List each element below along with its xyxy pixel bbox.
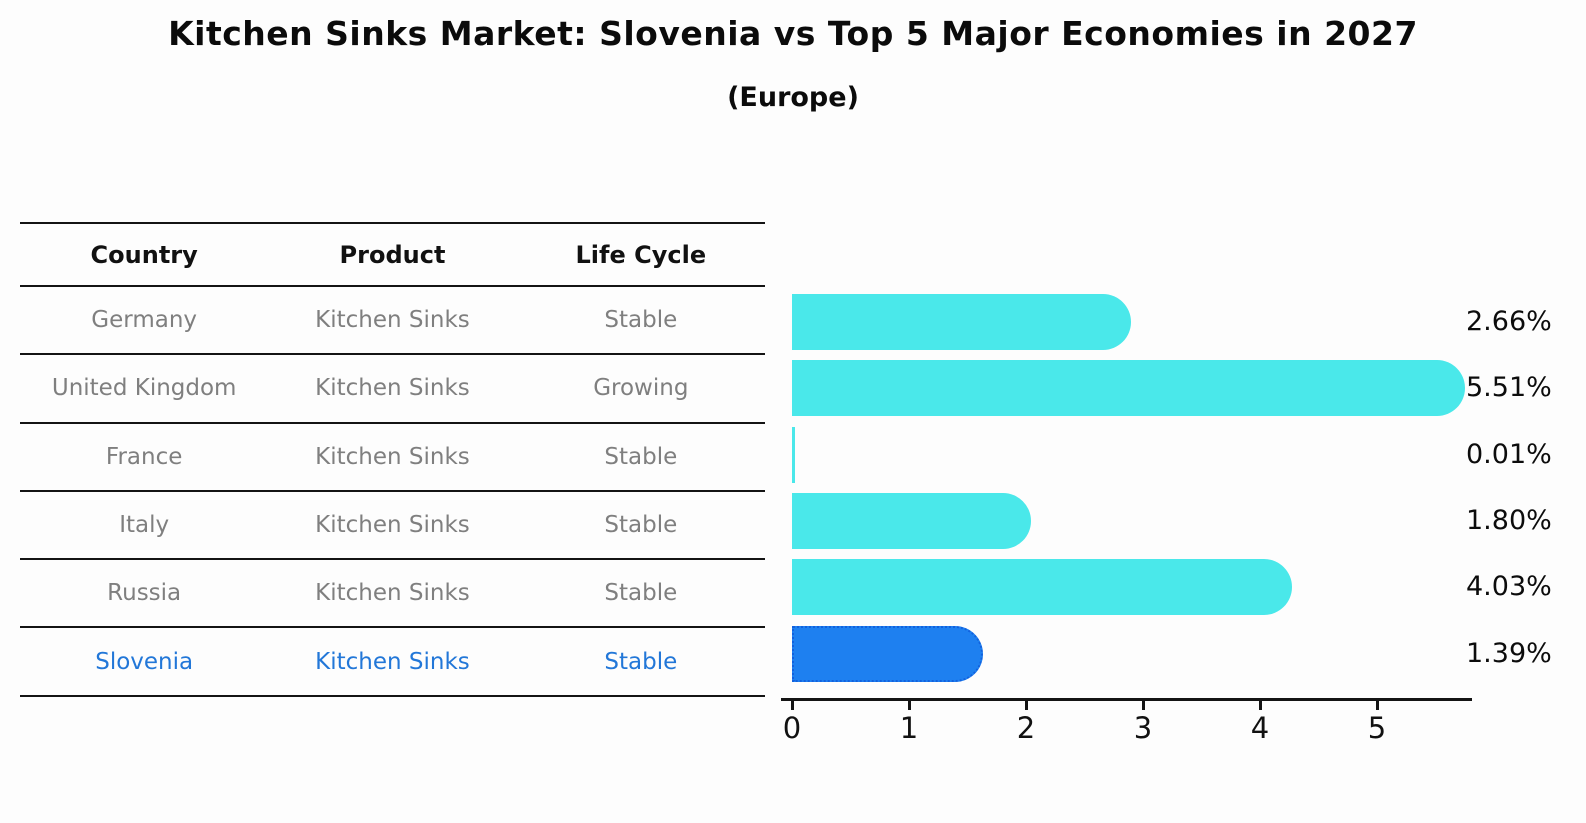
- x-axis-tick: [1025, 701, 1028, 710]
- bar: [792, 559, 1292, 616]
- bar-value-label: 2.66%: [1466, 306, 1552, 337]
- table-row: France Kitchen Sinks Stable: [20, 424, 765, 492]
- x-axis-tick: [1259, 701, 1262, 710]
- bar-value-label: 1.80%: [1466, 504, 1552, 536]
- bar: [792, 426, 795, 483]
- table-cell-product: Kitchen Sinks: [315, 648, 470, 675]
- table-row: Russia Kitchen Sinks Stable: [20, 560, 765, 629]
- chart-title: Kitchen Sinks Market: Slovenia vs Top 5 …: [168, 14, 1418, 53]
- x-axis-tick: [1376, 701, 1379, 710]
- table-cell-country: France: [105, 443, 183, 470]
- table-cell-country: Slovenia: [95, 648, 194, 675]
- x-axis-tick-label: 4: [1250, 711, 1270, 745]
- x-axis-tick-label: 3: [1133, 711, 1153, 745]
- table-row: Germany Kitchen Sinks Stable: [20, 287, 765, 356]
- column-header-country: Country: [90, 240, 198, 269]
- bar: [792, 360, 1465, 417]
- table-cell-life-cycle: Growing: [593, 375, 689, 402]
- table-cell-life-cycle: Stable: [604, 512, 678, 539]
- table-row: Italy Kitchen Sinks Stable: [20, 492, 765, 561]
- x-axis-tick: [908, 701, 911, 710]
- table-row: Slovenia Kitchen Sinks Stable: [20, 628, 765, 697]
- x-axis-tick-label: 5: [1367, 711, 1387, 745]
- column-header-product: Product: [339, 240, 446, 269]
- table-cell-country: Russia: [107, 580, 182, 607]
- bar: [792, 294, 1132, 350]
- table-cell-life-cycle: Stable: [604, 307, 678, 334]
- bar: [792, 625, 983, 682]
- x-axis-tick: [791, 701, 794, 710]
- table-cell-country: Italy: [119, 512, 170, 539]
- x-axis-tick-label: 1: [899, 711, 919, 745]
- bar-value-label: 1.39%: [1466, 637, 1552, 669]
- bar-value-label: 4.03%: [1466, 571, 1552, 603]
- table-cell-life-cycle: Stable: [604, 443, 678, 470]
- table-cell-country: Germany: [91, 307, 198, 334]
- table-cell-life-cycle: Stable: [604, 580, 678, 607]
- x-axis-tick: [1142, 701, 1145, 710]
- table-cell-product: Kitchen Sinks: [315, 512, 470, 539]
- table-cell-life-cycle: Stable: [604, 648, 678, 675]
- table-cell-product: Kitchen Sinks: [315, 307, 470, 334]
- bar: [792, 492, 1031, 549]
- table-header-row: Country Product Life Cycle: [20, 224, 765, 287]
- bar-value-label: 0.01%: [1466, 438, 1552, 470]
- chart-subtitle: (Europe): [727, 82, 859, 113]
- x-axis-tick-label: 0: [782, 711, 802, 745]
- x-axis-tick-label: 2: [1016, 711, 1036, 745]
- table-cell-product: Kitchen Sinks: [315, 443, 470, 470]
- comparison-table: Country Product Life Cycle Germany Kitch…: [20, 222, 765, 697]
- x-axis-line: [781, 698, 1472, 701]
- table-cell-country: United Kingdom: [51, 375, 237, 402]
- table-cell-product: Kitchen Sinks: [315, 580, 470, 607]
- bar-value-label: 5.51%: [1466, 372, 1552, 404]
- table-row: United Kingdom Kitchen Sinks Growing: [20, 355, 765, 424]
- column-header-life-cycle: Life Cycle: [575, 240, 707, 269]
- table-cell-product: Kitchen Sinks: [315, 375, 470, 402]
